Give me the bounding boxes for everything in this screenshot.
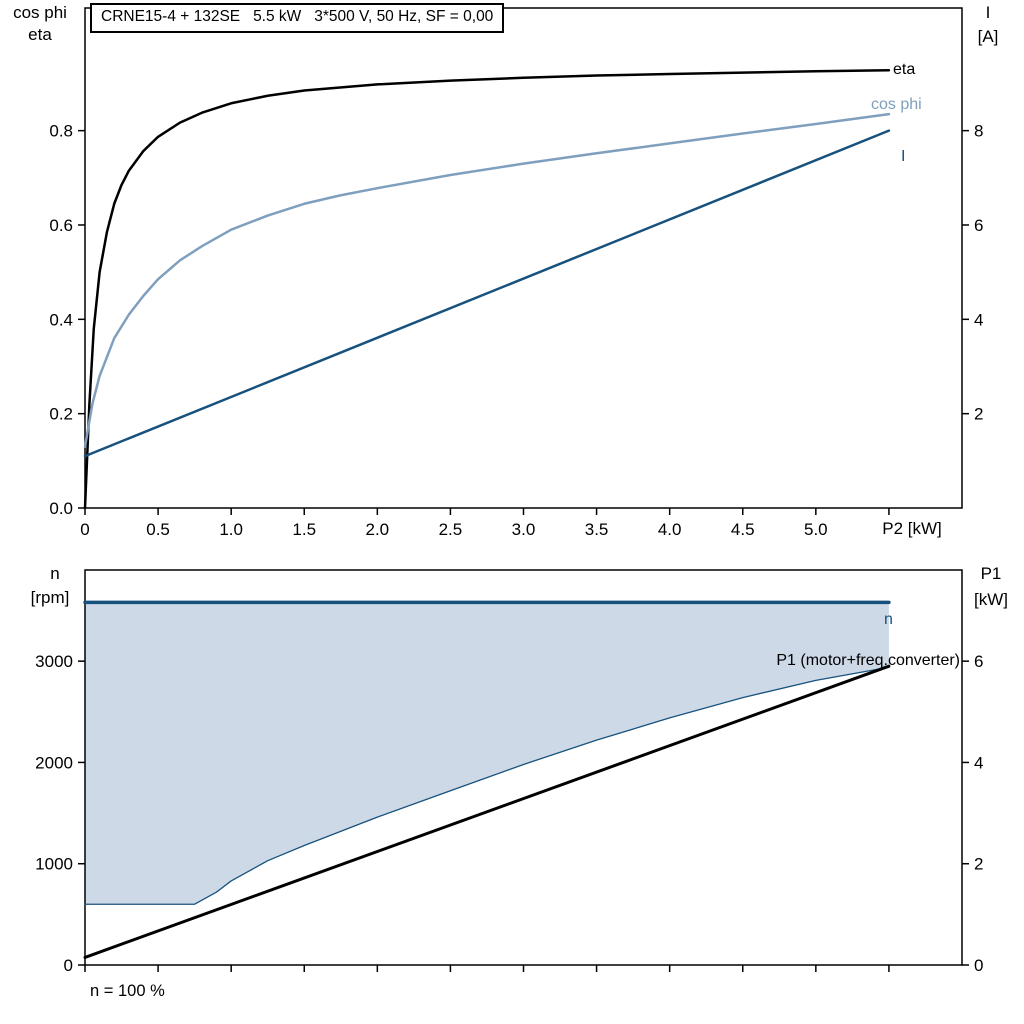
p1-curve-label: P1 (motor+freq.converter) [776, 652, 960, 669]
left-axis-unit-eta: eta [28, 25, 52, 44]
right-axis-unit-p1: P1 [981, 564, 1002, 583]
series-min-speed-boundary [84, 666, 890, 905]
tick-label: 3.5 [585, 520, 609, 539]
n-curve-label: n [884, 611, 893, 628]
tick-label: 1.5 [292, 520, 316, 539]
series-i [83, 129, 891, 458]
left-axis-unit-rpm: [rpm] [31, 588, 70, 607]
speed-footnote: n = 100 % [90, 982, 165, 1000]
current-curve-label: I [901, 148, 905, 165]
tick-label: 5.0 [804, 520, 828, 539]
tick-label: 0.5 [146, 520, 170, 539]
tick-label: 0.2 [49, 405, 73, 424]
chart-bottom: 0 1000 2000 3000 0 2 4 6 n [rpm] P1 [kW] n P1 (… [31, 564, 1008, 1000]
tick-label: 0.0 [49, 499, 73, 518]
chart-bottom-plot: 0 1000 2000 3000 0 2 4 6 [35, 569, 983, 975]
tick-label: 0.8 [49, 122, 73, 141]
tick-label: 2 [974, 405, 983, 424]
chart-title: CRNE15-4 + 132SE 5.5 kW 3*500 V, 50 Hz, … [90, 3, 505, 33]
tick-label: 1.0 [219, 520, 243, 539]
series-eta [83, 69, 891, 510]
series-cos-phi [83, 112, 891, 448]
tick-label: 6 [974, 216, 983, 235]
tick-label: 0 [64, 956, 73, 975]
tick-label: 8 [974, 122, 983, 141]
tick-label: 4.5 [731, 520, 755, 539]
series-p1-motor-freq-converter [83, 664, 891, 959]
chart-top-plot: 0 0.5 1.0 1.5 2.0 2.5 3.0 3.5 4.0 4.5 5.0 0.0 0.2 0.4… [49, 7, 983, 539]
tick-label: 2.0 [366, 520, 390, 539]
tick-label: 1000 [35, 855, 73, 874]
tick-label: 6 [974, 652, 983, 671]
tick-label: 4 [974, 753, 983, 772]
tick-label: 2.5 [439, 520, 463, 539]
band-speed-range [85, 602, 889, 905]
left-axis-unit-speed: n [50, 564, 59, 583]
plot-frame [84, 7, 963, 509]
x-axis-label: P2 [kW] [882, 519, 942, 538]
cosphi-curve-label: cos phi [871, 96, 922, 113]
chart-top: 0 0.5 1.0 1.5 2.0 2.5 3.0 3.5 4.0 4.5 5.0 0.0 0.2 0.4… [13, 3, 999, 539]
right-axis-unit-ampere: [A] [978, 27, 999, 46]
right-axis-unit-kw: [kW] [974, 590, 1008, 609]
tick-label: 3.0 [512, 520, 536, 539]
tick-label: 3000 [35, 652, 73, 671]
right-axis-unit-current: I [986, 3, 991, 22]
left-axis-unit-cosphi: cos phi [13, 3, 67, 22]
tick-label: 2000 [35, 753, 73, 772]
tick-label: 0.4 [49, 310, 73, 329]
eta-curve-label: eta [893, 61, 915, 78]
tick-label: 2 [974, 855, 983, 874]
tick-label: 4.0 [658, 520, 682, 539]
tick-label: 0 [974, 956, 983, 975]
tick-label: 4 [974, 310, 983, 329]
tick-label: 0 [80, 520, 89, 539]
tick-label: 0.6 [49, 216, 73, 235]
